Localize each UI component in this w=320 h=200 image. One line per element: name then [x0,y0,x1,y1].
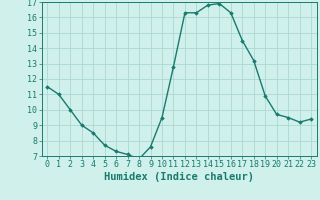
X-axis label: Humidex (Indice chaleur): Humidex (Indice chaleur) [104,172,254,182]
